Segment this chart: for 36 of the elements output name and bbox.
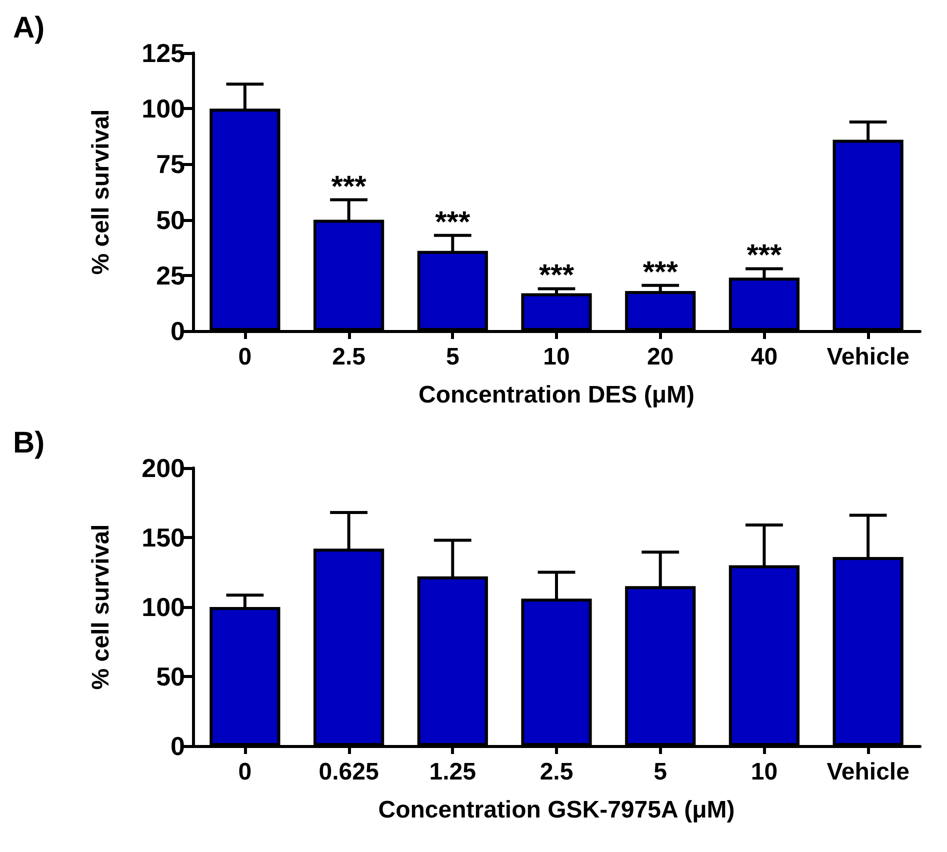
y-tick-label: 0 (170, 316, 185, 346)
x-axis-title: Concentration DES (μM) (418, 382, 695, 408)
x-tick-label: 1.25 (429, 758, 476, 786)
annotation: *** (538, 259, 574, 292)
annotation: *** (642, 256, 678, 289)
annotation: *** (331, 170, 367, 204)
x-tick-label: 5 (654, 758, 668, 786)
x-tick-label: 10 (750, 758, 778, 786)
x-tick-label: 2.5 (540, 758, 574, 786)
chart-title: B) (13, 426, 45, 460)
x-tick-label: 0.625 (318, 758, 379, 786)
x-tick-label: Vehicle (826, 344, 910, 370)
annotation: *** (435, 206, 470, 239)
x-tick-label: 2.5 (332, 344, 366, 370)
y-tick-label: 125 (142, 38, 185, 68)
x-tick-label: 20 (647, 344, 674, 370)
y-axis-title: % cell survival (88, 109, 114, 275)
y-tick-label: 50 (156, 204, 185, 235)
y-tick-label: 75 (156, 149, 185, 180)
x-tick-label: 5 (446, 344, 460, 370)
y-tick-label: 0 (170, 731, 185, 761)
x-tick-label: 0 (238, 758, 252, 786)
x-tick-label: 40 (750, 344, 778, 370)
y-tick-label: 100 (142, 592, 185, 622)
x-axis-title: Concentration GSK-7975A (μM) (378, 796, 735, 824)
y-tick-label: 200 (142, 453, 185, 483)
y-tick-label: 100 (142, 94, 185, 124)
chart-title: A) (13, 12, 45, 44)
annotation: *** (746, 239, 782, 272)
x-tick-label: Vehicle (826, 758, 910, 786)
y-tick-label: 50 (156, 662, 185, 692)
x-tick-label: 0 (238, 344, 252, 370)
x-tick-label: 10 (543, 344, 570, 370)
y-tick-label: 25 (156, 260, 185, 290)
y-tick-label: 150 (142, 522, 185, 552)
y-axis-title: % cell survival (88, 524, 114, 690)
